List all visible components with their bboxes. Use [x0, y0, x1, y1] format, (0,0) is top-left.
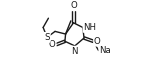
- Text: O: O: [49, 40, 56, 49]
- Text: Na: Na: [99, 46, 111, 55]
- Text: O: O: [94, 37, 101, 46]
- Text: S: S: [44, 33, 50, 42]
- Text: O: O: [70, 1, 77, 10]
- Text: N: N: [72, 47, 78, 56]
- Text: NH: NH: [83, 23, 96, 32]
